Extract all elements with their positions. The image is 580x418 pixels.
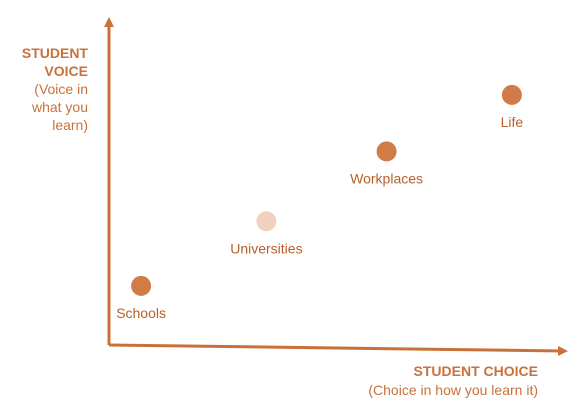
x-axis-title: STUDENT CHOICE [413, 363, 538, 379]
point-label-universities: Universities [230, 240, 302, 256]
y-axis-subtitle-line-1: (Voice in [34, 81, 88, 97]
y-axis-label: STUDENT VOICE (Voice in what you learn) [22, 44, 88, 134]
x-axis-label: STUDENT CHOICE (Choice in how you learn … [368, 362, 538, 400]
point-workplaces [376, 141, 397, 162]
points-layer: Schools Universities Workplaces Life [116, 84, 524, 321]
point-label-schools: Schools [116, 305, 166, 321]
y-axis-subtitle-line-3: learn) [52, 117, 88, 133]
y-axis-title-line-1: STUDENT [21, 45, 88, 61]
point-label-life: Life [501, 114, 524, 130]
y-axis-subtitle-line-2: what you [31, 99, 88, 115]
point-label-workplaces: Workplaces [350, 170, 423, 186]
x-axis-subtitle: (Choice in how you learn it) [368, 382, 538, 398]
point-universities [256, 211, 277, 232]
point-schools [131, 275, 152, 296]
point-life [501, 84, 522, 105]
y-axis-title-line-2: VOICE [44, 63, 88, 79]
x-axis-line [108, 343, 568, 356]
